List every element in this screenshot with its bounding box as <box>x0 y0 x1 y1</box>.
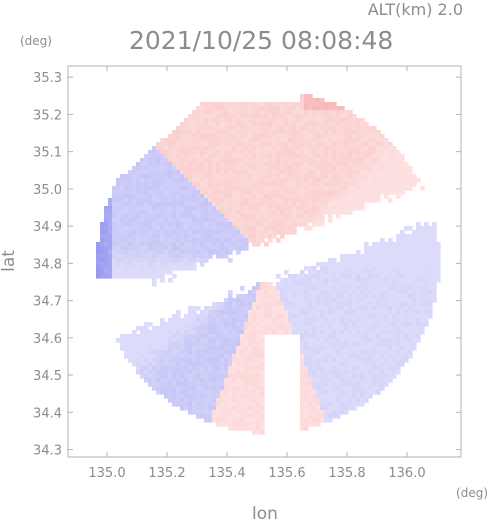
y-tick-label: 35.3 <box>33 71 62 86</box>
y-tick-label: 34.9 <box>33 220 62 235</box>
x-tick-label: 135.6 <box>268 466 305 481</box>
y-unit-label: (deg) <box>20 34 52 48</box>
x-tick-label: 136.0 <box>388 466 425 481</box>
y-tick-label: 34.5 <box>33 369 62 384</box>
y-tick-label: 34.3 <box>33 444 62 459</box>
y-tick-label: 34.4 <box>33 406 62 421</box>
chart-title: 2021/10/25 08:08:48 <box>129 26 393 55</box>
y-tick-label: 34.8 <box>33 257 62 272</box>
velocity-field <box>96 94 441 435</box>
y-axis-label: lat <box>0 250 19 272</box>
x-tick-label: 135.8 <box>328 466 365 481</box>
altitude-label: ALT(km) 2.0 <box>368 0 463 19</box>
x-axis-label: lon <box>252 504 278 521</box>
y-tick-label: 34.6 <box>33 332 62 347</box>
y-tick-label: 35.2 <box>33 108 62 123</box>
x-tick-label: 135.0 <box>88 466 125 481</box>
x-axis-ticks: 135.0 135.2 135.4 135.6 135.8 136.0 <box>88 66 426 481</box>
y-axis-ticks: 34.3 34.4 34.5 34.6 34.7 34.8 34.9 35.0 35.1 35.2… <box>33 71 461 459</box>
x-unit-label: (deg) <box>456 486 488 500</box>
y-tick-label: 34.7 <box>33 295 62 310</box>
plot-frame <box>67 65 462 458</box>
y-tick-label: 35.0 <box>33 183 62 198</box>
x-tick-label: 135.2 <box>148 466 185 481</box>
x-tick-label: 135.4 <box>208 466 245 481</box>
y-tick-label: 35.1 <box>33 146 62 161</box>
